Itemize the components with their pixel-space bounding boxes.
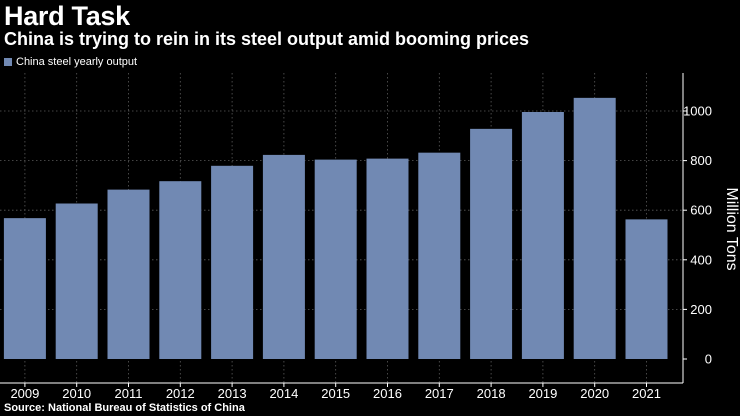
y-tick-label: 200: [690, 302, 712, 317]
x-tick-label: 2011: [115, 386, 143, 401]
y-tick-label: 0: [705, 352, 712, 367]
axes: 0 200 400 600 800 1000 2009 2010 2011 2012 2013 201…: [0, 73, 740, 401]
legend: China steel yearly output: [4, 56, 137, 68]
bar: [3, 218, 46, 359]
chart-subtitle: China is trying to rein in its steel out…: [4, 29, 530, 49]
x-tick-label: 2012: [166, 386, 195, 401]
legend-label: China steel yearly output: [16, 56, 138, 68]
bar: [262, 154, 305, 359]
bars: [3, 97, 668, 359]
y-tick-label: 1000: [683, 104, 712, 119]
bar: [366, 158, 409, 359]
bar: [159, 181, 202, 359]
x-tick-label: 2016: [373, 386, 402, 401]
x-tick-label: 2014: [269, 386, 298, 401]
bar: [55, 203, 98, 359]
x-tick-label: 2018: [477, 386, 506, 401]
source-note: Source: National Bureau of Statistics of…: [4, 402, 245, 414]
bar: [314, 159, 357, 359]
bar: [107, 189, 150, 359]
x-tick-label: 2009: [10, 386, 39, 401]
legend-swatch: [4, 58, 12, 66]
x-tick-label: 2013: [218, 386, 247, 401]
bar: [418, 152, 461, 359]
x-tick-label: 2021: [632, 386, 661, 401]
y-tick-label: 800: [690, 153, 712, 168]
x-tick-label: 2020: [580, 386, 609, 401]
x-tick-label: 2017: [425, 386, 454, 401]
bar: [211, 165, 254, 359]
x-tick-label: 2015: [321, 386, 350, 401]
y-axis-title: Million Tons: [723, 187, 740, 270]
y-tick-label: 600: [690, 203, 712, 218]
bar: [573, 97, 616, 359]
bar: [625, 219, 668, 359]
bar: [470, 128, 513, 359]
x-tick-label: 2010: [62, 386, 91, 401]
chart-title: Hard Task: [4, 1, 130, 31]
y-tick-label: 400: [690, 252, 712, 267]
bar: [521, 111, 564, 359]
x-tick-label: 2019: [528, 386, 557, 401]
